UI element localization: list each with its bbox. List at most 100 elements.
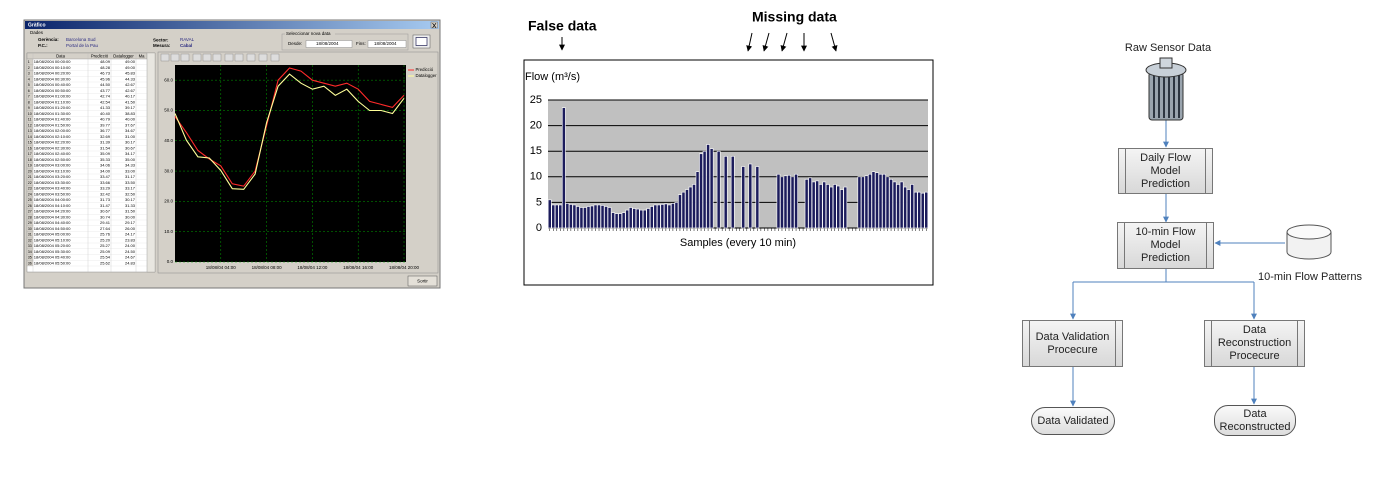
bar (688, 186, 693, 229)
table-cell: 18/08/2004 02:00:00 (34, 128, 71, 133)
bar (885, 176, 890, 229)
table-cell: 30.67 (125, 145, 136, 150)
table-cell: 33.00 (125, 168, 136, 173)
bar (674, 202, 679, 229)
table-cell: 12 (28, 123, 32, 127)
tool-button[interactable] (212, 53, 222, 62)
table-cell: 26.00 (125, 226, 136, 231)
date-group (281, 33, 409, 51)
bar (818, 184, 823, 229)
bar (913, 191, 918, 229)
y-tick-label: 60.0 (164, 77, 173, 82)
legend-label: Datalogger (416, 73, 438, 78)
date-group-title-bg (285, 31, 335, 37)
date-input[interactable] (305, 40, 353, 48)
bar (614, 213, 619, 229)
table-cell: 18/08/2004 01:00:00 (34, 94, 71, 99)
bar (625, 209, 630, 229)
table-cell: 8 (28, 100, 30, 104)
bar (699, 153, 703, 229)
tool-button[interactable] (192, 53, 202, 62)
bar (558, 204, 563, 229)
tool-button[interactable] (270, 53, 280, 62)
table-cell: 32.42 (100, 191, 111, 196)
table-cell: 31.47 (100, 203, 111, 208)
tool-button[interactable] (224, 53, 234, 62)
table-cell: 35.09 (100, 151, 111, 156)
bar (892, 181, 897, 229)
table-cell: 25.62 (100, 260, 111, 265)
tool-button[interactable] (160, 53, 170, 62)
table-cell: 33.66 (100, 180, 111, 185)
table-cell: 33.50 (125, 180, 136, 185)
table-cell: 31.00 (125, 134, 136, 139)
x-tick-label: 18/08/04 04:00 (206, 265, 237, 270)
date-input[interactable] (367, 40, 407, 48)
bar (748, 163, 753, 229)
plot-area (175, 65, 406, 262)
table-cell: 24 (28, 192, 32, 196)
tool-button[interactable] (170, 53, 180, 62)
bar (917, 191, 922, 229)
table-cell: 26 (28, 204, 32, 208)
column-header: Data (56, 53, 66, 58)
table-cell: 31.50 (125, 209, 136, 214)
table-cell: 35 (28, 256, 32, 260)
table-cell: 28 (28, 215, 32, 219)
tool-button[interactable] (258, 53, 268, 62)
bar (811, 181, 816, 229)
tool-button[interactable] (180, 53, 190, 62)
bar (899, 181, 904, 229)
table-cell: 48.09 (100, 59, 111, 64)
tool-button[interactable] (246, 53, 256, 62)
table-cell: 5 (28, 83, 30, 87)
table-cell: 48.28 (100, 65, 111, 70)
tool-button[interactable] (202, 53, 212, 62)
bar (547, 199, 552, 229)
y-tick-label: 0.0 (167, 259, 174, 264)
bar (583, 207, 587, 229)
table-cell: 34 (28, 250, 32, 254)
table-cell: 35.33 (100, 157, 111, 162)
table-cell: 18/08/2004 05:00:00 (34, 232, 71, 237)
annotation: Missing data (752, 9, 837, 25)
table-cell: 18/08/2004 04:50:00 (34, 226, 71, 231)
bar (808, 177, 812, 229)
bar (924, 191, 929, 229)
bar (829, 186, 834, 229)
table-cell: 31.73 (100, 197, 111, 202)
table-cell: 30.00 (125, 214, 136, 219)
table-cell: 18/08/2004 04:00:00 (34, 197, 71, 202)
bar (857, 176, 862, 229)
bar (604, 206, 608, 229)
y-tick-label: 50.0 (164, 108, 173, 113)
bar (695, 171, 700, 229)
table-cell: 46.73 (100, 71, 111, 76)
bar (554, 204, 559, 229)
bar (906, 189, 911, 229)
table-cell: 42.54 (100, 99, 111, 104)
table-cell: 31.39 (100, 140, 111, 145)
bar (868, 173, 872, 229)
table-cell: 18/08/2004 05:50:00 (34, 260, 71, 265)
table-cell: 24.67 (125, 255, 136, 260)
bar (678, 194, 682, 229)
table-cell: 24.00 (125, 243, 136, 248)
bar (642, 209, 647, 229)
field-value: Portal de la Pau (66, 43, 99, 48)
terminal: Data Validated (1031, 407, 1115, 435)
database-icon (1286, 224, 1332, 260)
date-value: 18/08/2004 (316, 41, 339, 46)
table-cell: 25.09 (100, 249, 111, 254)
table-cell: 34.00 (100, 168, 111, 173)
bar (730, 156, 735, 229)
bar (551, 204, 556, 229)
bar (755, 166, 760, 229)
bar (861, 176, 865, 229)
close-button[interactable] (407, 275, 438, 287)
process-box: Data Validation Procecure (1022, 320, 1123, 367)
window-chart: 0.0 10.0 20.0 30.0 40.0 50.0 60.0 18/08/04 04:0… (164, 65, 437, 270)
tool-button[interactable] (234, 53, 244, 62)
bar (607, 207, 612, 229)
